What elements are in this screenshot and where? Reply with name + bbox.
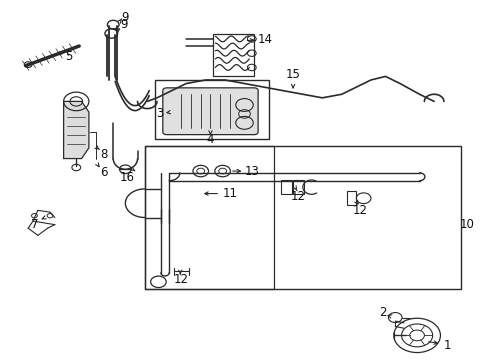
Bar (346, 192, 356, 205)
Bar (281, 180, 291, 194)
Text: 12: 12 (352, 204, 367, 217)
Bar (144, 146, 273, 289)
Text: 13: 13 (244, 165, 259, 177)
Text: 10: 10 (459, 218, 474, 231)
Text: 14: 14 (257, 33, 272, 46)
Text: 7: 7 (31, 218, 38, 231)
Bar (292, 180, 303, 194)
Text: 5: 5 (65, 50, 72, 63)
Text: 1: 1 (443, 338, 450, 351)
Text: 11: 11 (222, 187, 237, 200)
Bar (212, 33, 254, 76)
Text: 3: 3 (155, 107, 163, 120)
Text: 15: 15 (285, 68, 300, 81)
Text: 12: 12 (290, 190, 305, 203)
FancyBboxPatch shape (163, 88, 258, 135)
Text: 6: 6 (100, 166, 107, 179)
Text: 8: 8 (100, 148, 107, 162)
Text: 12: 12 (173, 273, 188, 286)
Text: 9: 9 (120, 18, 127, 31)
Text: 16: 16 (119, 171, 134, 184)
Text: 2: 2 (379, 306, 386, 319)
Text: 9: 9 (122, 11, 129, 24)
Text: 4: 4 (206, 134, 214, 147)
Polygon shape (63, 102, 89, 158)
Bar (154, 80, 268, 139)
Bar (144, 146, 460, 289)
